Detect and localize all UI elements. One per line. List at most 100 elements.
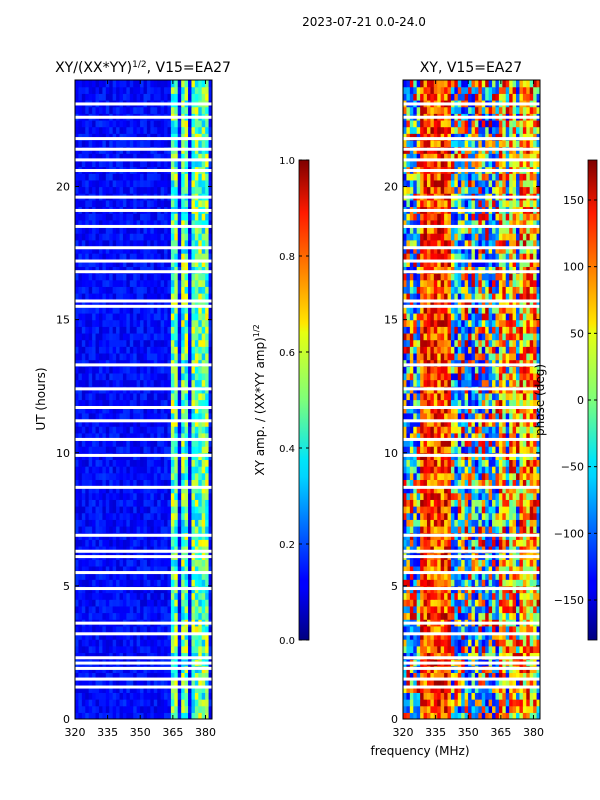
- heatmap-cell: [188, 472, 193, 480]
- heatmap-cell: [519, 699, 524, 707]
- heatmap-cell: [201, 652, 206, 660]
- heatmap-cell: [181, 705, 186, 713]
- heatmap-cell: [119, 226, 124, 234]
- heatmap-cell: [98, 179, 103, 188]
- heatmap-cell: [88, 472, 93, 480]
- heatmap-cell: [78, 139, 83, 148]
- heatmap-cell: [526, 559, 531, 567]
- heatmap-cell: [129, 499, 134, 507]
- heatmap-cell: [126, 426, 131, 434]
- heatmap-cell: [98, 692, 103, 700]
- heatmap-cell: [184, 652, 189, 660]
- heatmap-cell: [160, 339, 165, 347]
- heatmap-cell: [129, 685, 134, 693]
- heatmap-cell: [143, 80, 148, 88]
- heatmap-cell: [143, 472, 148, 480]
- heatmap-cell: [529, 632, 534, 640]
- heatmap-cell: [122, 372, 127, 381]
- heatmap-cell: [413, 539, 418, 547]
- heatmap-cell: [426, 545, 431, 554]
- heatmap-cell: [75, 545, 80, 554]
- heatmap-cell: [129, 153, 134, 161]
- heatmap-cell: [119, 239, 124, 248]
- heatmap-cell: [205, 466, 210, 474]
- heatmap-cell: [208, 326, 212, 334]
- heatmap-cell: [157, 406, 162, 414]
- heatmap-cell: [413, 559, 418, 567]
- heatmap-cell: [519, 639, 524, 647]
- heatmap-cell: [167, 599, 172, 607]
- heatmap-cell: [126, 632, 131, 640]
- heatmap-cell: [98, 519, 103, 527]
- heatmap-cell: [112, 366, 117, 374]
- heatmap-cell: [198, 605, 203, 614]
- heatmap-cell: [157, 512, 162, 520]
- heatmap-cell: [136, 605, 141, 614]
- heatmap-cell: [146, 312, 151, 321]
- heatmap-cell: [198, 126, 203, 134]
- heatmap-cell: [505, 572, 510, 580]
- heatmap-cell: [403, 592, 408, 600]
- heatmap-cell: [416, 559, 421, 567]
- heatmap-cell: [440, 539, 445, 547]
- heatmap-cell: [492, 579, 497, 587]
- heatmap-cell: [146, 685, 151, 693]
- heatmap-cell: [150, 639, 155, 647]
- heatmap-cell: [146, 253, 151, 261]
- heatmap-cell: [522, 699, 527, 707]
- heatmap-cell: [174, 645, 179, 654]
- heatmap-cell: [95, 179, 100, 188]
- heatmap-cell: [174, 426, 179, 434]
- heatmap-cell: [160, 486, 165, 494]
- heatmap-cell: [488, 579, 493, 587]
- heatmap-cell: [81, 639, 86, 647]
- heatmap-cell: [146, 519, 151, 527]
- heatmap-cell: [133, 186, 138, 194]
- heatmap-cell: [105, 492, 110, 500]
- heatmap-cell: [177, 412, 182, 421]
- heatmap-cell: [191, 86, 196, 94]
- heatmap-cell: [112, 486, 117, 494]
- heatmap-cell: [509, 545, 514, 554]
- heatmap-cell: [502, 612, 507, 620]
- heatmap-cell: [105, 379, 110, 387]
- heatmap-cell: [174, 126, 179, 134]
- heatmap-cell: [105, 293, 110, 301]
- heatmap-cell: [164, 93, 169, 101]
- heatmap-cell: [78, 539, 83, 547]
- heatmap-cell: [75, 359, 80, 367]
- heatmap-cell: [109, 93, 114, 101]
- heatmap-cell: [116, 379, 121, 387]
- heatmap-cell: [164, 632, 169, 640]
- heatmap-cell: [191, 253, 196, 261]
- heatmap-cell: [112, 352, 117, 361]
- heatmap-cell: [208, 639, 212, 647]
- heatmap-cell: [112, 506, 117, 514]
- heatmap-cell: [430, 579, 435, 587]
- colorbar-tick-label: 0.4: [279, 444, 295, 455]
- heatmap-cell: [85, 506, 90, 514]
- heatmap-cell: [136, 312, 141, 321]
- heatmap-cell: [116, 625, 121, 634]
- heatmap-cell: [184, 572, 189, 580]
- heatmap-cell: [208, 499, 212, 507]
- heatmap-cell: [184, 565, 189, 574]
- heatmap-cell: [92, 233, 97, 241]
- heatmap-cell: [157, 466, 162, 474]
- heatmap-cell: [119, 286, 124, 294]
- heatmap-cell: [181, 326, 186, 334]
- heatmap-cell: [191, 545, 196, 554]
- heatmap-cell: [119, 392, 124, 401]
- heatmap-cell: [140, 672, 145, 680]
- heatmap-cell: [126, 80, 131, 88]
- heatmap-cell: [126, 506, 131, 514]
- heatmap-cell: [184, 372, 189, 381]
- heatmap-cell: [191, 492, 196, 500]
- heatmap-cell: [88, 446, 93, 454]
- heatmap-cell: [136, 612, 141, 620]
- heatmap-cell: [406, 545, 411, 554]
- heatmap-cell: [157, 139, 162, 148]
- heatmap-cell: [526, 679, 531, 687]
- heatmap-cell: [413, 639, 418, 647]
